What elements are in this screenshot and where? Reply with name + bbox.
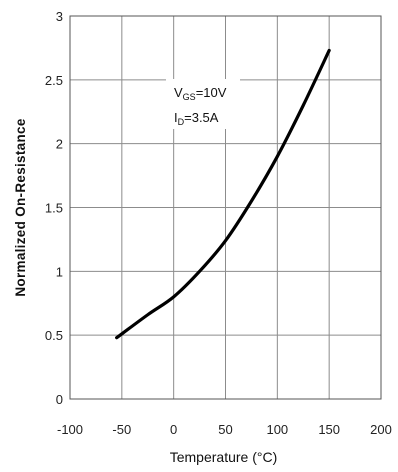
annotation-background [166,79,240,129]
y-tick-label: 2.5 [45,73,63,88]
annotation-id: ID=3.5A [174,110,219,127]
x-tick-label: -50 [112,422,131,437]
annotation-id-main: I [174,110,178,125]
annotation-vgs-rest: =10V [196,85,227,100]
chart-grid [69,15,382,400]
y-tick-label: 1.5 [45,201,63,216]
y-tick-label: 1 [56,264,63,279]
y-axis-label: Normalized On-Resistance [13,118,28,296]
series-line [115,48,331,340]
x-tick-label: 100 [266,422,288,437]
y-tick-label: 0 [56,392,63,407]
annotation-id-sub: D [178,117,185,127]
x-tick-label: -100 [57,422,83,437]
annotation-id-rest: =3.5A [184,110,219,125]
y-tick-label: 2 [56,137,63,152]
y-tick-label: 3 [56,9,63,24]
annotation-box: VGS=10V ID=3.5A [166,79,240,129]
series-group [115,48,331,340]
x-tick-label: 150 [318,422,340,437]
y-tick-labels: 0 0.5 1 1.5 2 2.5 3 [45,9,63,407]
x-axis-label: Temperature (°C) [170,449,278,465]
x-tick-label: 50 [218,422,232,437]
x-tick-label: 200 [370,422,392,437]
annotation-vgs-main: V [174,85,183,100]
annotation-vgs: VGS=10V [174,85,227,102]
x-tick-label: 0 [170,422,177,437]
x-tick-labels: -100 -50 0 50 100 150 200 [57,422,392,437]
y-tick-label: 0.5 [45,328,63,343]
plot-frame [69,15,382,400]
annotation-vgs-sub: GS [183,92,196,102]
